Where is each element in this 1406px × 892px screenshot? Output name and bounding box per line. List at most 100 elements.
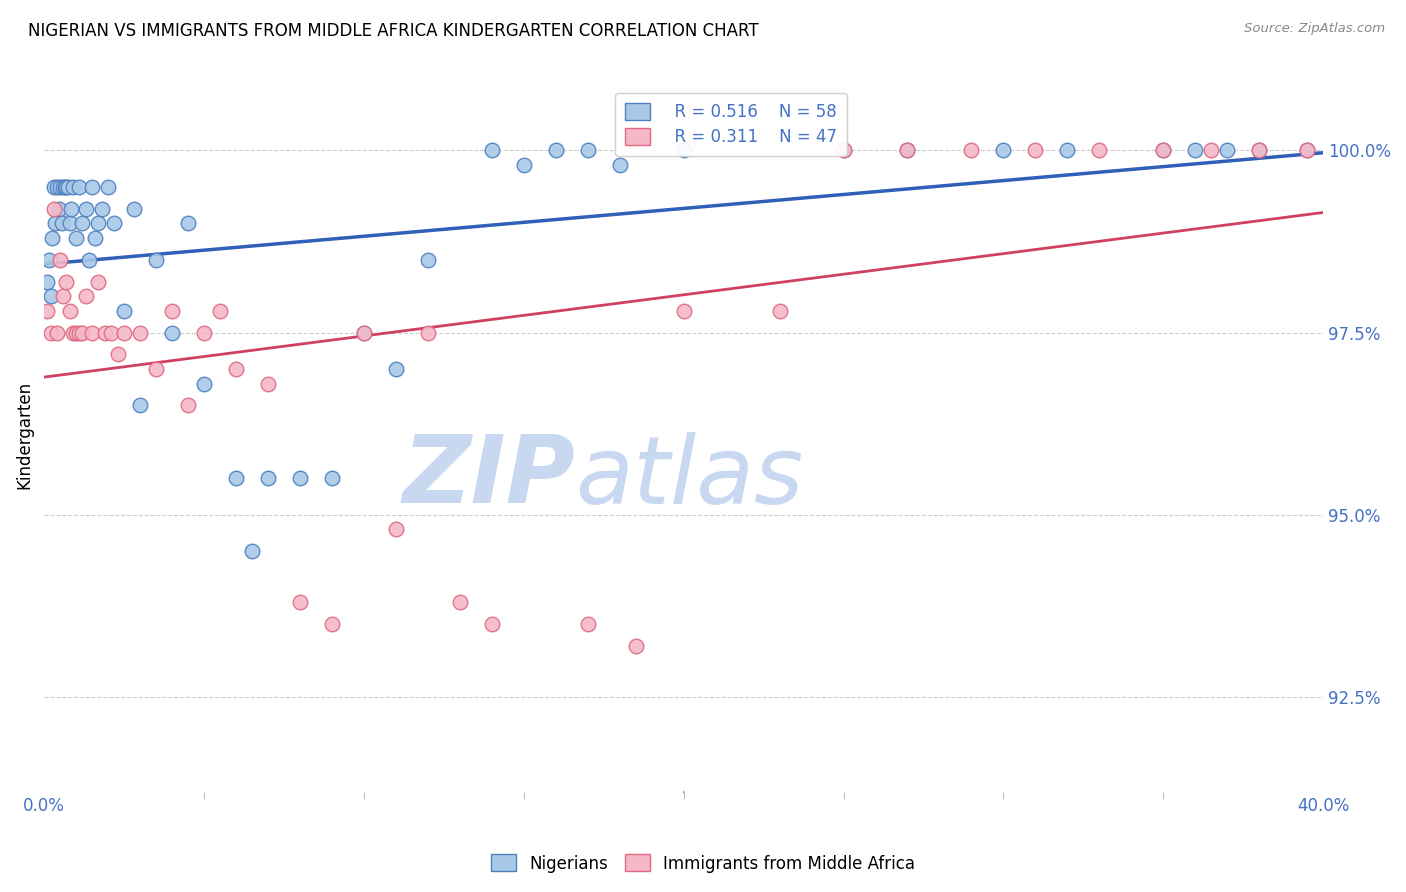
Point [49,252,72,267]
Point [45,179,67,194]
Point [225,362,247,376]
Point [37,275,59,289]
Point [385,522,408,536]
Point [60,202,83,216]
Point [1152,144,1174,158]
Point [1249,144,1271,158]
Point [193,376,215,391]
Point [52,289,75,303]
Point [42,202,65,216]
Point [80,326,103,340]
Point [72,326,94,340]
Text: Source: ZipAtlas.com: Source: ZipAtlas.com [1244,22,1385,36]
Point [65,326,87,340]
Point [481,144,503,158]
Point [52,179,75,194]
Point [39,326,62,340]
Point [77,252,100,267]
Point [94,326,117,340]
Point [576,144,599,158]
Point [832,144,855,158]
Point [896,144,918,158]
Point [112,303,135,318]
Point [177,216,200,230]
Point [1296,144,1319,158]
Text: ZIP: ZIP [402,432,575,524]
Point [129,326,152,340]
Point [44,216,66,230]
Point [41,231,63,245]
Point [257,471,280,485]
Point [177,399,200,413]
Legend:   R = 0.516    N = 58,   R = 0.311    N = 47: R = 0.516 N = 58, R = 0.311 N = 47 [616,93,846,156]
Point [896,144,918,158]
Point [67,326,90,340]
Point [353,326,375,340]
Point [84,231,107,245]
Point [208,303,231,318]
Point [240,544,263,558]
Point [75,289,97,303]
Point [75,202,97,216]
Point [1056,144,1078,158]
Point [87,275,110,289]
Point [288,471,311,485]
Point [87,216,110,230]
Legend: Nigerians, Immigrants from Middle Africa: Nigerians, Immigrants from Middle Africa [484,847,922,880]
Point [37,303,59,318]
Point [416,326,439,340]
Text: atlas: atlas [575,432,803,523]
Point [353,326,375,340]
Point [122,202,145,216]
Text: NIGERIAN VS IMMIGRANTS FROM MIDDLE AFRICA KINDERGARTEN CORRELATION CHART: NIGERIAN VS IMMIGRANTS FROM MIDDLE AFRIC… [28,22,759,40]
Point [59,303,82,318]
Point [672,144,695,158]
Point [288,595,311,609]
Point [768,303,790,318]
Point [624,639,647,653]
Point [90,202,112,216]
Point [39,289,62,303]
Point [103,216,125,230]
Point [193,326,215,340]
Point [321,617,343,632]
Point [1024,144,1046,158]
Point [576,617,599,632]
Point [107,347,129,361]
Point [257,376,280,391]
Point [59,216,82,230]
Point [672,303,695,318]
Point [67,179,90,194]
Point [42,179,65,194]
Point [960,144,983,158]
Point [55,179,77,194]
Point [832,144,855,158]
Point [385,362,408,376]
Point [38,252,60,267]
Point [45,326,67,340]
Y-axis label: Kindergarten: Kindergarten [15,381,32,489]
Point [416,252,439,267]
Point [62,326,84,340]
Point [544,144,567,158]
Point [145,252,167,267]
Point [513,158,536,172]
Point [1249,144,1271,158]
Point [321,471,343,485]
Point [449,595,471,609]
Point [609,158,631,172]
Point [1199,144,1222,158]
Point [145,362,167,376]
Point [1088,144,1111,158]
Point [48,202,70,216]
Point [129,399,152,413]
Point [100,326,122,340]
Point [225,471,247,485]
Point [1184,144,1206,158]
Point [55,275,77,289]
Point [53,179,76,194]
Point [49,179,72,194]
Point [1152,144,1174,158]
Point [1296,144,1319,158]
Point [72,216,94,230]
